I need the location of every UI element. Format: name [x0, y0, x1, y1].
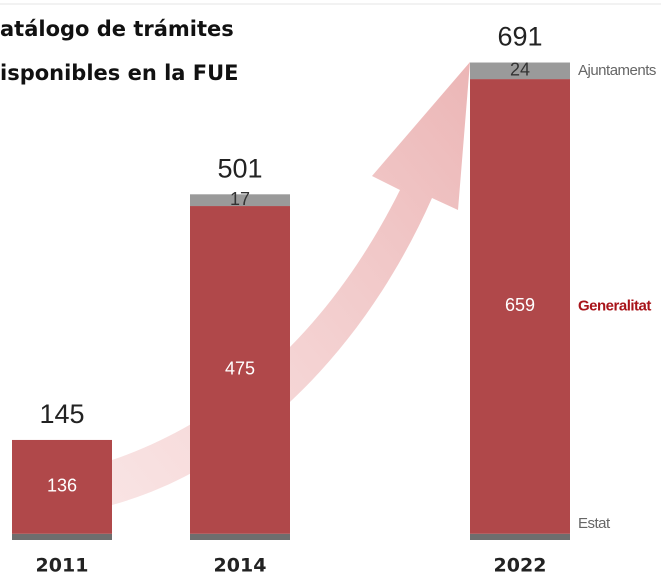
chart-title: atálogo de trámites — [0, 17, 234, 41]
total-label: 691 — [497, 22, 542, 52]
segment-label: 475 — [225, 359, 255, 379]
segment-label: 136 — [47, 476, 77, 496]
chart-title: isponibles en la FUE — [0, 61, 239, 85]
bar-segment — [190, 194, 290, 207]
legend-label: Estat — [578, 515, 611, 532]
bar-segment — [12, 533, 112, 540]
bar-segment — [470, 62, 570, 80]
bar-segment — [190, 533, 290, 540]
x-tick-label: 2011 — [36, 555, 89, 577]
growth-arrow — [112, 62, 470, 505]
bar-segment — [190, 206, 290, 534]
total-label: 501 — [217, 153, 262, 183]
bar-segment — [470, 79, 570, 534]
bar-segment — [470, 533, 570, 540]
bar-segment — [12, 439, 112, 534]
x-tick-label: 2014 — [214, 555, 267, 577]
segment-label: 659 — [505, 295, 535, 315]
legend-label: Ajuntaments — [578, 62, 656, 79]
segment-label: 17 — [230, 189, 250, 209]
x-tick-label: 2022 — [494, 555, 547, 577]
segment-label: 24 — [510, 60, 530, 80]
total-label: 145 — [39, 399, 84, 429]
legend-label: Generalitat — [578, 297, 651, 314]
